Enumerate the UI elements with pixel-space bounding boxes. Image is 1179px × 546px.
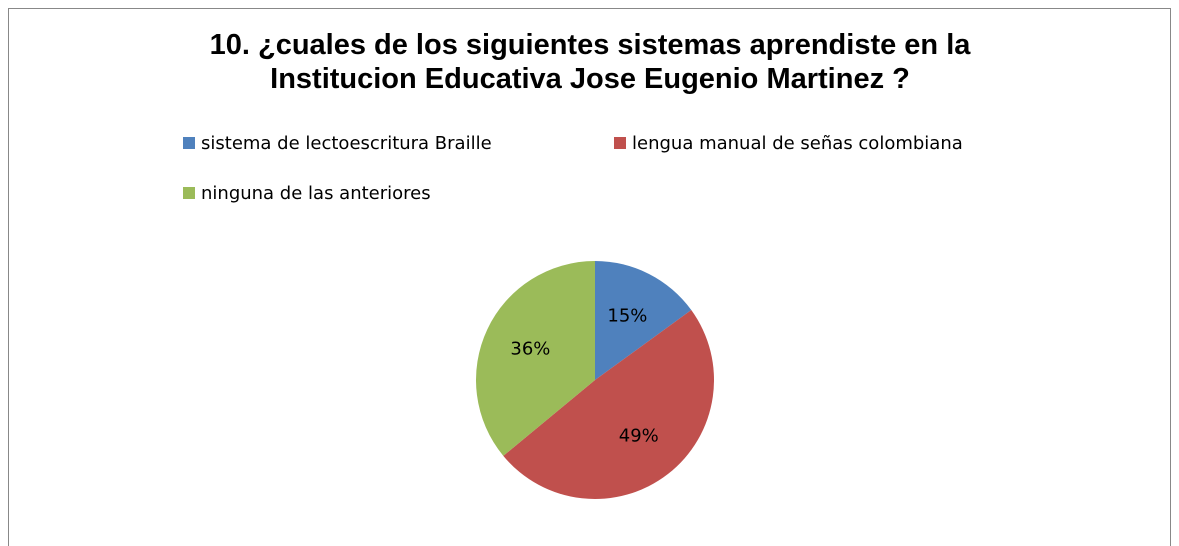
legend-label: sistema de lectoescritura Braille xyxy=(201,133,492,154)
legend-swatch xyxy=(183,137,195,149)
chart-frame xyxy=(8,8,1171,546)
data-label: 15% xyxy=(607,305,647,326)
pie-slice xyxy=(595,261,692,380)
data-label: 36% xyxy=(510,339,550,360)
chart-title: 10. ¿cuales de los siguientes sistemas a… xyxy=(209,29,971,95)
legend-swatch xyxy=(183,187,195,199)
pie-slice xyxy=(503,310,715,500)
pie-slice xyxy=(475,261,595,456)
data-label: 49% xyxy=(619,425,659,446)
legend-label: ninguna de las anteriores xyxy=(201,183,431,204)
legend-label: lengua manual de señas colombiana xyxy=(632,133,963,154)
legend-swatch xyxy=(614,137,626,149)
